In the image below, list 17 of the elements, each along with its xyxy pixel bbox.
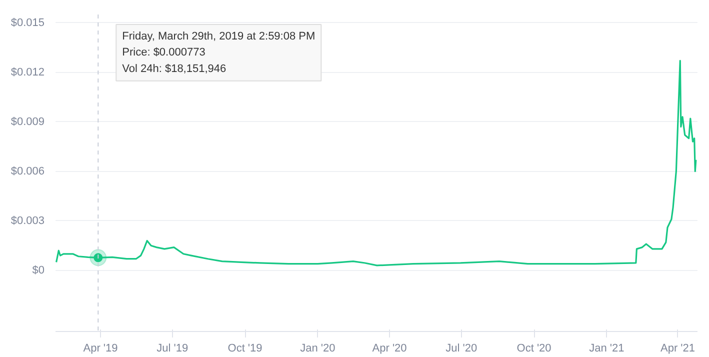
annotation: Friday, March 29th, 2019 at 2:59:08 PM Price: $0.000773 Vol 24h: $18,151,946: [122, 30, 316, 75]
x-tick-label: Apr '20: [372, 342, 407, 354]
x-tick-label: Jan '21: [589, 342, 624, 354]
y-tick-label: $0.012: [10, 66, 45, 78]
x-tick-label: Oct '19: [228, 342, 262, 354]
x-tick-label: Apr '21: [660, 342, 696, 354]
y-tick-label: $0.003: [10, 214, 45, 227]
x-tick-label: Oct '20: [516, 342, 552, 354]
y-tick-label: $0.009: [10, 116, 45, 128]
y-tick-label: $0.006: [10, 165, 45, 178]
x-tick-label: Jul '20: [446, 342, 478, 354]
x-tick-label: Apr '19: [83, 342, 118, 354]
x-tick-label: Jul '19: [156, 342, 188, 354]
line-series: [56, 60, 697, 266]
x-tick-label: Jan '20: [300, 342, 336, 354]
y-tick-label: $0.015: [10, 16, 45, 29]
y-tick-label: $0: [32, 264, 45, 276]
